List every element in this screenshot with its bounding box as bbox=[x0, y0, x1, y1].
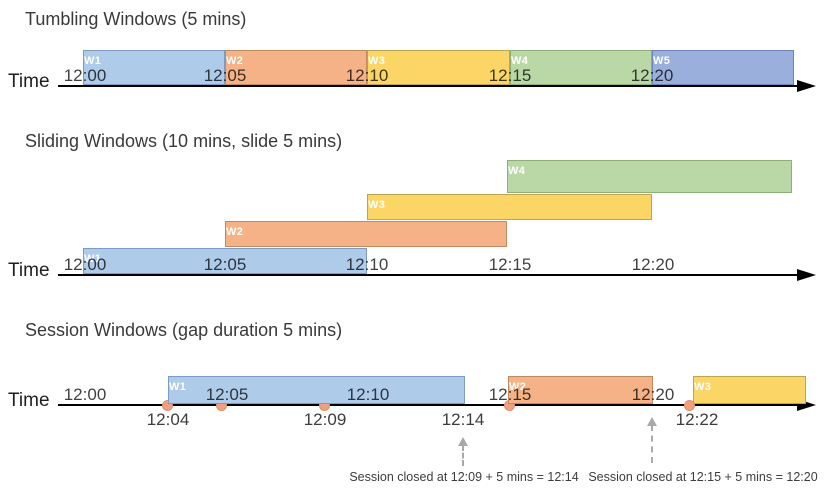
axis-tick-label: 12:15 bbox=[488, 385, 532, 404]
axis-tick-label: 12:20 bbox=[631, 255, 675, 274]
diagram-title-sliding: Sliding Windows (10 mins, slide 5 mins) bbox=[25, 131, 343, 151]
window-box-sliding-w1: W1 bbox=[83, 248, 367, 274]
window-box-session-w1: W1 bbox=[168, 376, 465, 404]
time-axis-line-sliding bbox=[58, 274, 798, 276]
axis-tick-label: 12:10 bbox=[346, 385, 390, 404]
event-time-label: 12:14 bbox=[441, 410, 485, 429]
session-closed-caption: Session closed at 12:15 + 5 mins = 12:20 bbox=[588, 470, 818, 484]
window-box-sliding-w4: W4 bbox=[507, 160, 792, 193]
axis-tick-label: 12:10 bbox=[345, 66, 389, 85]
event-time-label: 12:22 bbox=[675, 410, 719, 429]
window-label-sliding-w2: W2 bbox=[226, 226, 244, 238]
window-label-session-w2: W2 bbox=[509, 381, 527, 393]
diagram-title-tumbling: Tumbling Windows (5 mins) bbox=[25, 9, 247, 29]
diagram-title-session: Session Windows (gap duration 5 mins) bbox=[25, 320, 343, 340]
window-box-session-w2: W2 bbox=[508, 376, 653, 404]
axis-tick-label: 12:00 bbox=[63, 385, 107, 404]
window-label-tumbling-w5: W5 bbox=[653, 55, 671, 67]
time-axis-line-session bbox=[58, 404, 798, 406]
time-axis-label-tumbling: Time bbox=[8, 71, 50, 92]
event-time-label: 12:09 bbox=[303, 410, 347, 429]
axis-tick-label: 12:10 bbox=[345, 255, 389, 274]
axis-tick-label: 12:05 bbox=[203, 255, 247, 274]
event-dot-icon bbox=[684, 400, 695, 411]
window-label-tumbling-w2: W2 bbox=[226, 55, 244, 67]
annotation-up-arrowhead-icon bbox=[458, 437, 468, 446]
window-label-sliding-w3: W3 bbox=[368, 199, 386, 211]
time-axis-label-session: Time bbox=[8, 390, 50, 411]
axis-tick-label: 12:00 bbox=[63, 255, 107, 274]
window-label-tumbling-w4: W4 bbox=[511, 55, 529, 67]
time-axis-arrowhead-icon bbox=[797, 80, 816, 92]
time-axis-arrowhead-icon bbox=[797, 269, 816, 281]
window-label-tumbling-w3: W3 bbox=[368, 55, 386, 67]
annotation-up-arrowhead-icon bbox=[647, 417, 657, 426]
window-box-session-w3: W3 bbox=[693, 376, 806, 404]
window-box-tumbling-w1: W1 bbox=[83, 50, 225, 85]
window-box-tumbling-w4: W4 bbox=[510, 50, 652, 85]
annotation-dashed-arrow-shaft bbox=[651, 425, 653, 463]
axis-tick-label: 12:20 bbox=[631, 385, 675, 404]
axis-tick-label: 12:15 bbox=[488, 66, 532, 85]
window-label-sliding-w4: W4 bbox=[508, 165, 526, 177]
window-label-tumbling-w1: W1 bbox=[84, 55, 102, 67]
session-closed-caption: Session closed at 12:09 + 5 mins = 12:14 bbox=[349, 470, 579, 484]
time-axis-label-sliding: Time bbox=[8, 260, 50, 281]
axis-tick-label: 12:15 bbox=[488, 255, 532, 274]
event-time-label: 12:04 bbox=[146, 410, 190, 429]
window-label-session-w1: W1 bbox=[169, 381, 187, 393]
window-box-sliding-w3: W3 bbox=[367, 194, 652, 220]
axis-tick-label: 12:00 bbox=[63, 66, 107, 85]
window-box-sliding-w2: W2 bbox=[225, 221, 507, 247]
annotation-dashed-arrow-shaft bbox=[462, 445, 464, 466]
window-label-sliding-w1: W1 bbox=[84, 253, 102, 265]
window-box-tumbling-w3: W3 bbox=[367, 50, 510, 85]
axis-tick-label: 12:05 bbox=[203, 66, 247, 85]
window-label-session-w3: W3 bbox=[694, 381, 712, 393]
time-axis-line-tumbling bbox=[58, 85, 798, 87]
axis-tick-label: 12:05 bbox=[205, 385, 249, 404]
window-box-tumbling-w5: W5 bbox=[652, 50, 794, 85]
axis-tick-label: 12:20 bbox=[630, 66, 674, 85]
window-box-tumbling-w2: W2 bbox=[225, 50, 367, 85]
event-dot-icon bbox=[162, 400, 173, 411]
